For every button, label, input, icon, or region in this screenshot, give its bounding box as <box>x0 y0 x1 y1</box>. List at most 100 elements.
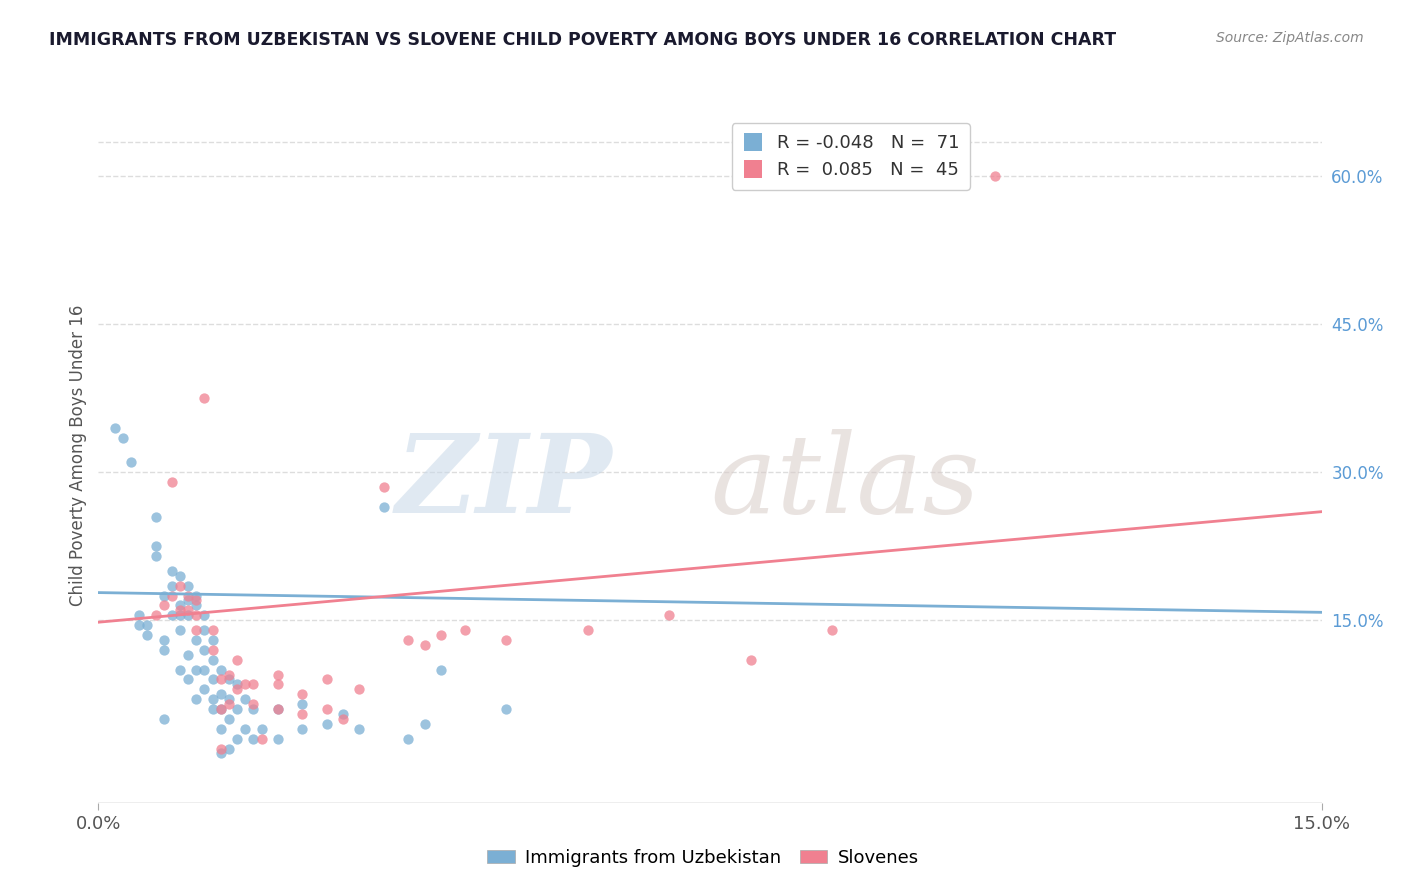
Point <box>186 593 208 607</box>
Text: IMMIGRANTS FROM UZBEKISTAN VS SLOVENE CHILD POVERTY AMONG BOYS UNDER 16 CORRELAT: IMMIGRANTS FROM UZBEKISTAN VS SLOVENE CH… <box>49 31 1116 49</box>
Point <box>152 632 174 647</box>
Point <box>193 663 215 677</box>
Point <box>152 712 174 726</box>
Point <box>267 702 290 716</box>
Point <box>242 702 264 716</box>
Point <box>267 677 290 691</box>
Point <box>160 589 183 603</box>
Point <box>658 608 681 623</box>
Point <box>242 677 264 691</box>
Point <box>193 643 215 657</box>
Point <box>413 716 436 731</box>
Point <box>291 706 314 721</box>
Point <box>186 632 208 647</box>
Point <box>821 623 844 637</box>
Point <box>193 682 215 697</box>
Point <box>136 628 159 642</box>
Point <box>226 653 249 667</box>
Point <box>233 692 256 706</box>
Point <box>291 697 314 711</box>
Point <box>267 702 290 716</box>
Point <box>104 421 127 435</box>
Point <box>209 702 232 716</box>
Point <box>291 687 314 701</box>
Text: atlas: atlas <box>710 429 980 536</box>
Point <box>396 731 419 746</box>
Point <box>332 706 354 721</box>
Point <box>315 702 337 716</box>
Point <box>495 702 517 716</box>
Point <box>576 623 599 637</box>
Point <box>152 643 174 657</box>
Point <box>177 608 200 623</box>
Point <box>201 673 224 687</box>
Point <box>111 431 134 445</box>
Point <box>186 589 208 603</box>
Point <box>201 623 224 637</box>
Point <box>209 702 232 716</box>
Point <box>160 564 183 578</box>
Point <box>396 632 419 647</box>
Point <box>250 731 273 746</box>
Point <box>152 589 174 603</box>
Point <box>201 643 224 657</box>
Point <box>218 673 240 687</box>
Point <box>128 608 150 623</box>
Point <box>209 687 232 701</box>
Point <box>430 663 453 677</box>
Point <box>193 608 215 623</box>
Point <box>169 579 191 593</box>
Point <box>242 697 264 711</box>
Point <box>145 608 167 623</box>
Point <box>209 741 232 756</box>
Point <box>177 648 200 662</box>
Point <box>193 623 215 637</box>
Point <box>152 599 174 613</box>
Text: Source: ZipAtlas.com: Source: ZipAtlas.com <box>1216 31 1364 45</box>
Point <box>169 663 191 677</box>
Text: ZIP: ZIP <box>395 429 612 536</box>
Point <box>430 628 453 642</box>
Point <box>160 579 183 593</box>
Point <box>201 702 224 716</box>
Point <box>169 569 191 583</box>
Point <box>160 608 183 623</box>
Point <box>209 747 232 761</box>
Point <box>145 509 167 524</box>
Point <box>201 692 224 706</box>
Point <box>186 663 208 677</box>
Point <box>740 653 762 667</box>
Point <box>349 682 371 697</box>
Point <box>201 632 224 647</box>
Legend: Immigrants from Uzbekistan, Slovenes: Immigrants from Uzbekistan, Slovenes <box>481 842 925 874</box>
Point <box>186 608 208 623</box>
Point <box>267 667 290 681</box>
Point <box>373 480 395 494</box>
Y-axis label: Child Poverty Among Boys Under 16: Child Poverty Among Boys Under 16 <box>69 304 87 606</box>
Point <box>315 716 337 731</box>
Point <box>226 677 249 691</box>
Legend: R = -0.048   N =  71, R =  0.085   N =  45: R = -0.048 N = 71, R = 0.085 N = 45 <box>731 123 970 190</box>
Point <box>373 500 395 514</box>
Point <box>218 741 240 756</box>
Point <box>169 603 191 617</box>
Point <box>169 608 191 623</box>
Point <box>120 455 142 469</box>
Point <box>209 673 232 687</box>
Point <box>218 697 240 711</box>
Point <box>267 731 290 746</box>
Point <box>201 653 224 667</box>
Point <box>233 722 256 736</box>
Point <box>218 692 240 706</box>
Point <box>495 632 517 647</box>
Point <box>218 712 240 726</box>
Point <box>136 618 159 632</box>
Point <box>291 722 314 736</box>
Point <box>209 663 232 677</box>
Point <box>315 673 337 687</box>
Point <box>186 599 208 613</box>
Point <box>226 682 249 697</box>
Point <box>128 618 150 632</box>
Point <box>145 539 167 553</box>
Point <box>177 589 200 603</box>
